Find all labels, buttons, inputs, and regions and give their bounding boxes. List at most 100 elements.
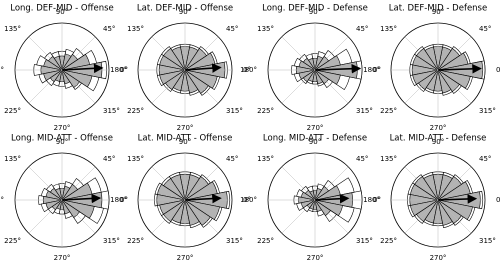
theta-tick-label: 0° (243, 66, 251, 74)
rose-bar (314, 55, 324, 71)
spoke-grid-line (61, 166, 96, 201)
spoke-grid-line (437, 69, 472, 104)
spoke-grid-line (28, 36, 63, 71)
spoke-grid-line (314, 36, 349, 71)
theta-tick-label: 225° (127, 237, 144, 245)
spoke-grid-line (184, 69, 219, 104)
rose-bar (409, 199, 439, 217)
theta-tick-label: 180° (240, 196, 257, 204)
theta-tick-label: 90° (309, 138, 321, 146)
theta-tick-label: 0° (120, 196, 128, 204)
spoke-grid-line (281, 199, 316, 234)
theta-tick-label: 90° (179, 8, 191, 16)
spoke-grid-line (151, 166, 186, 201)
rose-bar (314, 55, 341, 71)
rose-bar (61, 69, 93, 88)
mean-vector (61, 193, 102, 204)
theta-tick-label: 315° (479, 107, 496, 115)
spoke-grid-line (281, 69, 316, 104)
chart-title: Lat. MID-ATT - Defense (390, 134, 487, 144)
theta-tick-label: 180° (363, 196, 380, 204)
theta-tick-label: 45° (479, 155, 491, 163)
chart-title: Lat. DEF-MID - Defense (389, 4, 487, 14)
theta-tick-label: 135° (257, 155, 274, 163)
spoke-grid-line (61, 69, 96, 104)
theta-tick-label: 225° (257, 107, 274, 115)
theta-tick-label: 135° (257, 25, 274, 33)
spoke-grid-line (314, 199, 349, 234)
spoke-grid-line (184, 199, 219, 234)
rose-bar (184, 199, 220, 221)
spoke-grid-line (184, 166, 219, 201)
theta-tick-label: 225° (257, 237, 274, 245)
theta-tick-label: 270° (54, 254, 71, 262)
theta-tick-label: 90° (432, 8, 444, 16)
mean-vector (184, 63, 222, 73)
theta-tick-label: 45° (103, 25, 115, 33)
theta-tick-label: 270° (177, 124, 194, 132)
spoke-grid-line (437, 199, 472, 234)
spoke-grid-line (28, 199, 63, 234)
theta-tick-label: 315° (356, 237, 373, 245)
spoke-grid-line (404, 199, 439, 234)
spoke-grid-line (151, 69, 186, 104)
spoke-grid-line (281, 36, 316, 71)
theta-tick-label: 180° (240, 66, 257, 74)
spoke-grid-line (61, 36, 96, 71)
rose-bar (437, 199, 473, 221)
theta-tick-label: 0° (120, 66, 128, 74)
theta-tick-label: 0° (373, 196, 381, 204)
chart-title: Lat. DEF-MID - Offense (137, 4, 233, 14)
rose-bar (184, 181, 218, 201)
chart-title: Lat. MID-ATT - Offense (138, 134, 233, 144)
chart-title: Long. DEF-MID - Defense (262, 4, 368, 14)
theta-tick-label: 180° (0, 66, 4, 74)
theta-tick-label: 45° (356, 25, 368, 33)
theta-tick-label: 270° (430, 254, 447, 262)
spoke-grid-line (404, 69, 439, 104)
spoke-grid-line (437, 36, 472, 71)
theta-tick-label: 225° (380, 237, 397, 245)
theta-tick-label: 90° (179, 138, 191, 146)
spoke-grid-line (28, 69, 63, 104)
theta-tick-label: 270° (54, 124, 71, 132)
chart-title: Long. DEF-MID - Offense (10, 4, 114, 14)
rose-bar (314, 69, 341, 85)
theta-tick-label: 225° (4, 237, 21, 245)
theta-tick-label: 270° (307, 124, 324, 132)
theta-tick-label: 180° (363, 66, 380, 74)
mean-vector (437, 194, 478, 204)
theta-tick-label: 135° (127, 25, 144, 33)
theta-tick-label: 0° (243, 196, 251, 204)
theta-tick-label: 135° (380, 155, 397, 163)
spoke-grid-line (314, 69, 349, 104)
mean-vector (184, 193, 222, 204)
theta-tick-label: 90° (56, 138, 68, 146)
theta-tick-label: 180° (110, 196, 127, 204)
spoke-grid-line (281, 166, 316, 201)
spoke-grid-line (404, 166, 439, 201)
mean-vector (437, 64, 482, 74)
theta-tick-label: 0° (373, 66, 381, 74)
theta-tick-label: 180° (0, 196, 4, 204)
spoke-grid-line (184, 36, 219, 71)
spoke-grid-line (404, 36, 439, 71)
rose-bar (61, 185, 71, 201)
rose-bar (437, 52, 469, 71)
theta-tick-label: 45° (103, 155, 115, 163)
spoke-grid-line (151, 36, 186, 71)
rose-bar (412, 69, 439, 85)
theta-tick-label: 315° (103, 107, 120, 115)
rose-bar (61, 53, 91, 71)
theta-tick-label: 90° (309, 8, 321, 16)
theta-tick-label: 90° (56, 8, 68, 16)
theta-tick-label: 135° (4, 155, 21, 163)
spoke-grid-line (437, 166, 472, 201)
theta-tick-label: 225° (380, 107, 397, 115)
spoke-grid-line (61, 199, 96, 234)
theta-tick-label: 45° (226, 155, 238, 163)
rose-bar (437, 69, 471, 89)
mean-vector (314, 193, 350, 204)
theta-tick-label: 180° (110, 66, 127, 74)
